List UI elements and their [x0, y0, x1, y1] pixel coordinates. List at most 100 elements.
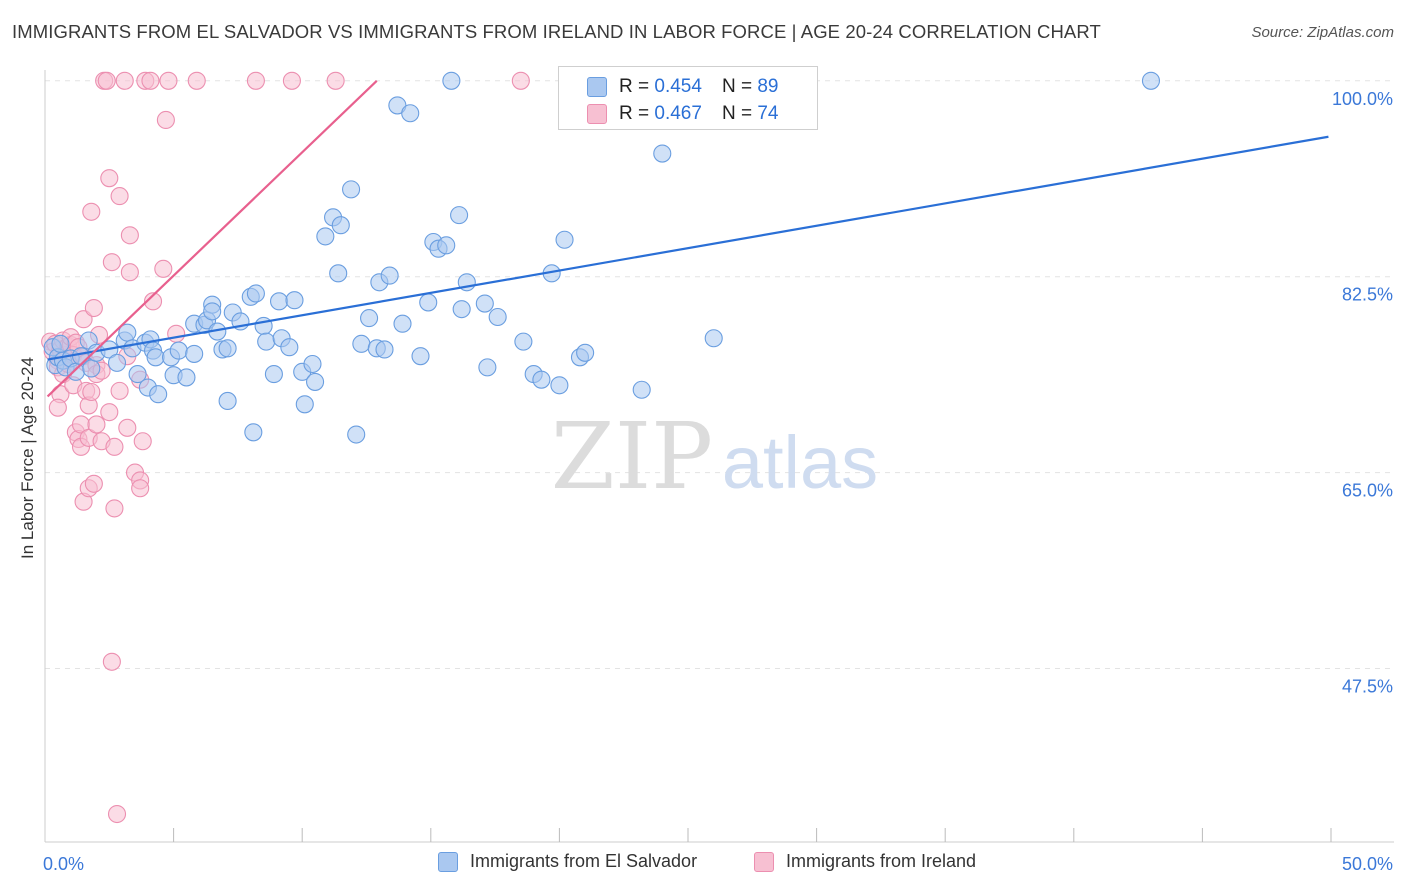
point-ireland: [48, 398, 67, 417]
n-value: 89: [757, 76, 779, 97]
legend-swatch-pink: [754, 851, 774, 872]
point-el-salvador: [360, 309, 379, 328]
point-el-salvador: [257, 332, 276, 351]
correlation-legend: R = 0.454 N = 89 R = 0.467 N = 74: [558, 66, 818, 130]
point-ireland: [97, 71, 116, 90]
source-note: Source: ZipAtlas.com: [1251, 24, 1394, 41]
point-ireland: [107, 804, 127, 824]
point-el-salvador: [177, 368, 196, 387]
point-el-salvador: [632, 380, 651, 399]
point-ireland: [246, 71, 265, 90]
x-tick-label: 50.0%: [1342, 854, 1393, 874]
point-ireland: [110, 187, 129, 206]
point-ireland: [105, 437, 124, 456]
point-el-salvador: [331, 216, 350, 235]
point-el-salvador: [475, 294, 494, 313]
point-el-salvador: [478, 358, 497, 377]
point-ireland: [110, 381, 129, 400]
point-el-salvador: [704, 329, 723, 348]
trend-line-ireland: [46, 79, 378, 398]
point-ireland: [154, 259, 173, 278]
point-el-salvador: [411, 347, 430, 366]
point-el-salvador: [303, 354, 322, 374]
point-el-salvador: [218, 339, 237, 358]
point-ireland: [187, 71, 206, 90]
point-el-salvador: [419, 293, 438, 312]
point-el-salvador: [342, 180, 361, 199]
point-ireland: [511, 71, 530, 90]
point-ireland: [74, 310, 93, 329]
point-el-salvador: [306, 372, 325, 391]
point-ireland: [131, 479, 150, 498]
point-ireland: [105, 499, 124, 518]
point-ireland: [156, 110, 175, 130]
data-points: [41, 71, 1161, 824]
point-el-salvador: [295, 395, 314, 414]
r-label: R =: [619, 103, 650, 124]
point-el-salvador: [285, 291, 304, 310]
n-label: N =: [721, 103, 753, 124]
r-value: 0.467: [654, 103, 702, 124]
point-el-salvador: [244, 423, 263, 442]
n-label: N =: [721, 76, 753, 97]
point-el-salvador: [316, 227, 335, 246]
point-el-salvador: [218, 391, 237, 410]
point-el-salvador: [442, 71, 461, 90]
watermark-atlas: atlas: [722, 421, 878, 504]
point-ireland: [102, 253, 121, 272]
point-ireland: [100, 169, 119, 188]
point-el-salvador: [329, 264, 348, 283]
point-el-salvador: [1141, 71, 1161, 90]
legend-item-el-salvador[interactable]: Immigrants from El Salvador: [438, 851, 697, 872]
point-ireland: [159, 71, 178, 90]
point-ireland: [120, 226, 139, 245]
y-tick-label: 82.5%: [1342, 285, 1393, 305]
series-legend: Immigrants from El Salvador Immigrants f…: [0, 851, 1406, 879]
point-el-salvador: [107, 353, 127, 372]
point-el-salvador: [550, 376, 569, 395]
legend-row-ireland: R = 0.467 N = 74: [587, 100, 778, 128]
legend-swatch-blue: [438, 851, 458, 872]
point-ireland: [115, 71, 134, 90]
point-ireland: [141, 71, 160, 90]
trend-lines: [46, 79, 1329, 398]
point-el-salvador: [514, 332, 533, 351]
point-el-salvador: [347, 425, 366, 444]
point-el-salvador: [555, 230, 574, 249]
point-el-salvador: [169, 341, 188, 360]
point-ireland: [84, 298, 103, 318]
legend-label: Immigrants from Ireland: [786, 851, 977, 871]
trend-line-el-salvador: [47, 135, 1329, 361]
point-el-salvador: [128, 365, 147, 384]
point-el-salvador: [375, 340, 394, 359]
point-ireland: [326, 71, 345, 90]
point-el-salvador: [653, 144, 672, 163]
grid-lines: [45, 80, 1391, 669]
point-ireland: [87, 415, 106, 434]
point-el-salvador: [82, 359, 101, 378]
legend-row-el-salvador: R = 0.454 N = 89: [587, 73, 778, 101]
point-el-salvador: [66, 362, 85, 381]
point-ireland: [133, 432, 152, 451]
point-el-salvador: [401, 104, 420, 123]
x-tick-label: 0.0%: [43, 854, 84, 874]
point-el-salvador: [264, 365, 283, 384]
point-ireland: [282, 71, 301, 90]
legend-swatch-pink: [587, 104, 607, 124]
point-el-salvador: [393, 314, 412, 333]
point-el-salvador: [437, 236, 456, 255]
point-el-salvador: [185, 344, 204, 363]
axes: [44, 70, 1394, 843]
point-ireland: [167, 324, 186, 343]
legend-item-ireland[interactable]: Immigrants from Ireland: [754, 851, 976, 872]
point-el-salvador: [452, 300, 471, 319]
point-ireland: [120, 263, 139, 282]
chart-title: IMMIGRANTS FROM EL SALVADOR VS IMMIGRANT…: [12, 21, 1101, 42]
legend-label: Immigrants from El Salvador: [470, 851, 698, 871]
r-value: 0.454: [654, 76, 702, 97]
point-ireland: [100, 403, 119, 422]
point-ireland: [82, 382, 101, 402]
point-ireland: [118, 418, 137, 437]
point-el-salvador: [51, 334, 70, 353]
y-tick-label: 65.0%: [1342, 481, 1393, 501]
